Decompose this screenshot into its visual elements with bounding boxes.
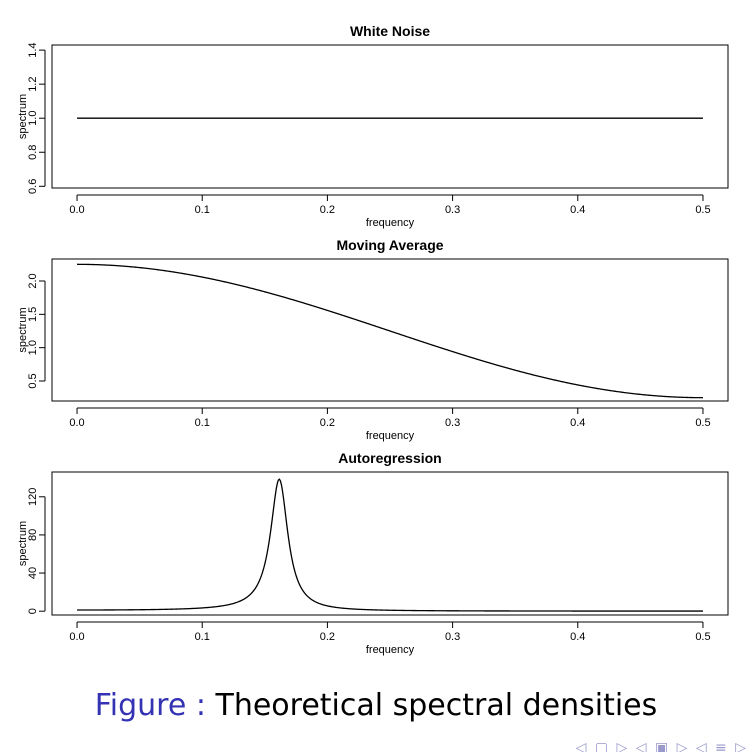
panel-title: Autoregression (338, 450, 441, 466)
y-tick-label: 0.8 (27, 145, 39, 160)
x-tick-label: 0.5 (695, 631, 710, 643)
x-tick-label: 0.3 (445, 417, 460, 429)
caption-text: Theoretical spectral densities (215, 688, 658, 723)
x-tick-label: 0.1 (195, 204, 210, 216)
y-axis-label: spectrum (17, 94, 29, 139)
x-tick-label: 0.0 (69, 631, 84, 643)
beamer-nav-icons[interactable]: ◁ ▢ ▷ ◁ ▣ ▷ ◁ ≡ ▷ (575, 740, 748, 752)
x-tick-label: 0.2 (320, 631, 335, 643)
plot-frame (51, 258, 729, 402)
x-axis-label: frequency (366, 430, 415, 442)
y-axis-label: spectrum (17, 307, 29, 352)
y-tick-label: 40 (27, 567, 39, 579)
y-tick-label: 0 (27, 608, 39, 614)
moving-average-panel: Moving Average 0.0 0.1 0.2 0.3 0.4 0.5 frequenc… (17, 237, 729, 442)
figure-caption: Figure : Theoretical spectral densities (0, 688, 752, 723)
panel-title: White Noise (350, 23, 430, 39)
x-axis-label: frequency (366, 217, 415, 229)
x-tick-label: 0.1 (195, 631, 210, 643)
y-tick-label: 0.5 (27, 373, 39, 388)
spectrum-line (77, 263, 703, 399)
y-tick-label: 1.0 (27, 340, 39, 355)
y-tick-label: 0.6 (27, 179, 39, 194)
y-tick-label: 80 (27, 529, 39, 541)
y-tick-label: 2.0 (27, 273, 39, 288)
y-tick-label: 1.4 (27, 42, 39, 57)
caption-prefix: Figure : (94, 688, 206, 723)
x-tick-label: 0.3 (445, 204, 460, 216)
x-tick-label: 0.0 (69, 204, 84, 216)
spectral-density-figure: White Noise 0.0 0.1 0.2 0.3 0.4 0.5 frequency 0.… (17, 23, 729, 656)
x-axis-label: frequency (366, 644, 415, 656)
spectrum-line (77, 478, 703, 612)
y-axis-label: spectrum (17, 521, 29, 566)
y-tick-label: 1.5 (27, 307, 39, 322)
x-tick-label: 0.2 (320, 417, 335, 429)
panel-title: Moving Average (336, 237, 443, 253)
x-tick-label: 0.5 (695, 417, 710, 429)
y-tick-label: 1.2 (27, 77, 39, 92)
x-tick-label: 0.4 (570, 204, 585, 216)
x-tick-label: 0.4 (570, 417, 585, 429)
x-tick-label: 0.4 (570, 631, 585, 643)
x-tick-label: 0.1 (195, 417, 210, 429)
x-tick-label: 0.5 (695, 204, 710, 216)
y-tick-label: 120 (27, 488, 39, 506)
autoregression-panel: Autoregression 0.0 0.1 0.2 0.3 0.4 0.5 frequenc… (17, 450, 729, 656)
plot-frame (51, 471, 729, 616)
plot-frame (51, 44, 729, 189)
x-tick-label: 0.3 (445, 631, 460, 643)
white-noise-panel: White Noise 0.0 0.1 0.2 0.3 0.4 0.5 frequency 0.… (17, 23, 729, 229)
y-tick-label: 1.0 (27, 111, 39, 126)
x-tick-label: 0.0 (69, 417, 84, 429)
x-tick-label: 0.2 (320, 204, 335, 216)
